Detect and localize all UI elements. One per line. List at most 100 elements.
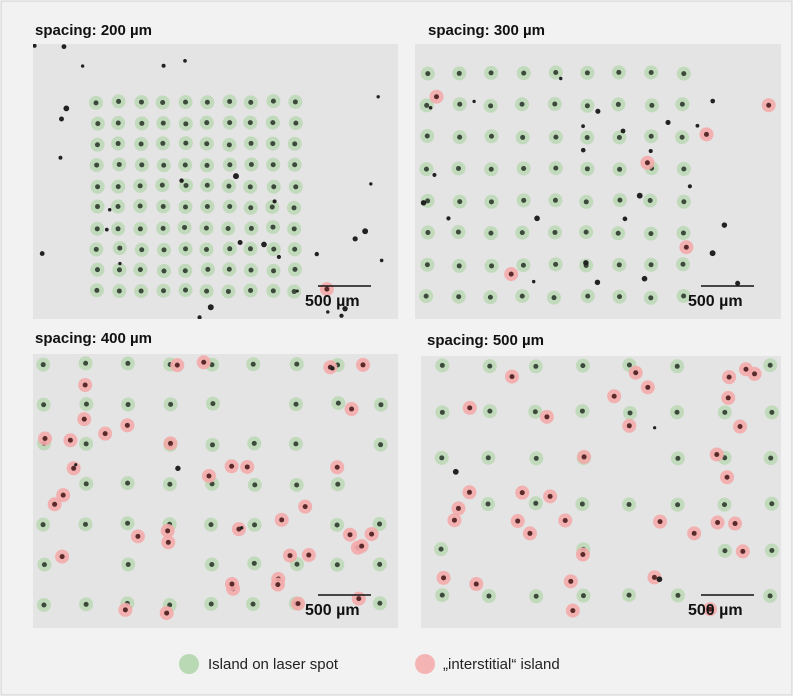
island — [138, 267, 143, 272]
island — [349, 407, 354, 412]
particle — [81, 64, 84, 67]
particle — [583, 260, 588, 265]
island — [201, 360, 206, 365]
island — [425, 134, 430, 139]
island — [585, 294, 590, 299]
island — [489, 70, 494, 75]
island — [161, 288, 166, 293]
island — [648, 295, 653, 300]
island — [161, 204, 166, 209]
island — [722, 502, 727, 507]
island — [680, 262, 685, 267]
island — [125, 521, 130, 526]
island — [440, 410, 445, 415]
island — [563, 518, 568, 523]
island — [168, 402, 173, 407]
island — [521, 166, 526, 171]
island — [183, 183, 188, 188]
island — [42, 562, 47, 567]
island — [252, 522, 257, 527]
particle — [330, 366, 334, 370]
island — [279, 517, 284, 522]
particle — [534, 216, 540, 222]
island — [740, 549, 745, 554]
island — [474, 582, 479, 587]
island — [369, 532, 374, 537]
island — [425, 230, 430, 235]
island — [183, 204, 188, 209]
island — [125, 423, 130, 428]
island — [648, 231, 653, 236]
island — [292, 141, 297, 146]
island — [675, 593, 680, 598]
island — [61, 493, 66, 498]
island — [628, 410, 633, 415]
island — [752, 371, 757, 376]
island — [714, 452, 719, 457]
island — [521, 71, 526, 76]
island — [248, 100, 253, 105]
particle — [339, 314, 343, 318]
particle — [735, 281, 740, 286]
island — [116, 204, 121, 209]
island — [226, 184, 231, 189]
island — [227, 204, 232, 209]
particle — [233, 173, 239, 179]
island — [294, 562, 299, 567]
island — [182, 225, 187, 230]
image-bg — [415, 44, 781, 319]
particle — [238, 240, 243, 245]
particle — [595, 280, 600, 285]
particle — [532, 280, 535, 283]
island — [378, 442, 383, 447]
island — [692, 531, 697, 536]
particle — [559, 77, 562, 80]
island — [293, 121, 298, 126]
island — [336, 401, 341, 406]
island — [456, 506, 461, 511]
island — [139, 289, 144, 294]
island — [270, 120, 275, 125]
island — [521, 198, 526, 203]
island — [580, 363, 585, 368]
island — [487, 409, 492, 414]
island — [292, 205, 297, 210]
micrograph — [415, 44, 781, 319]
island — [161, 247, 166, 252]
island — [227, 162, 232, 167]
island — [617, 198, 622, 203]
particle — [432, 173, 436, 177]
island — [675, 456, 680, 461]
island — [489, 263, 494, 268]
island — [95, 184, 100, 189]
island — [126, 562, 131, 567]
island — [271, 247, 276, 252]
island — [139, 121, 144, 126]
island — [359, 544, 364, 549]
particle — [637, 193, 643, 199]
island — [275, 582, 280, 587]
particle — [653, 426, 656, 429]
island — [457, 102, 462, 107]
island — [580, 502, 585, 507]
island — [627, 593, 632, 598]
particle — [446, 216, 450, 220]
particle — [63, 106, 69, 112]
island — [680, 135, 685, 140]
island — [229, 582, 234, 587]
island — [116, 141, 121, 146]
island — [377, 601, 382, 606]
particle — [32, 44, 36, 48]
particle — [197, 315, 201, 319]
particle — [240, 526, 243, 529]
island — [84, 441, 89, 446]
island — [103, 431, 108, 436]
island — [568, 579, 573, 584]
scale-label: 500 µm — [688, 602, 743, 619]
particle — [40, 251, 45, 256]
particle — [429, 106, 433, 110]
micrograph — [421, 356, 781, 628]
island — [467, 490, 472, 495]
island — [527, 531, 532, 536]
island — [533, 409, 538, 414]
